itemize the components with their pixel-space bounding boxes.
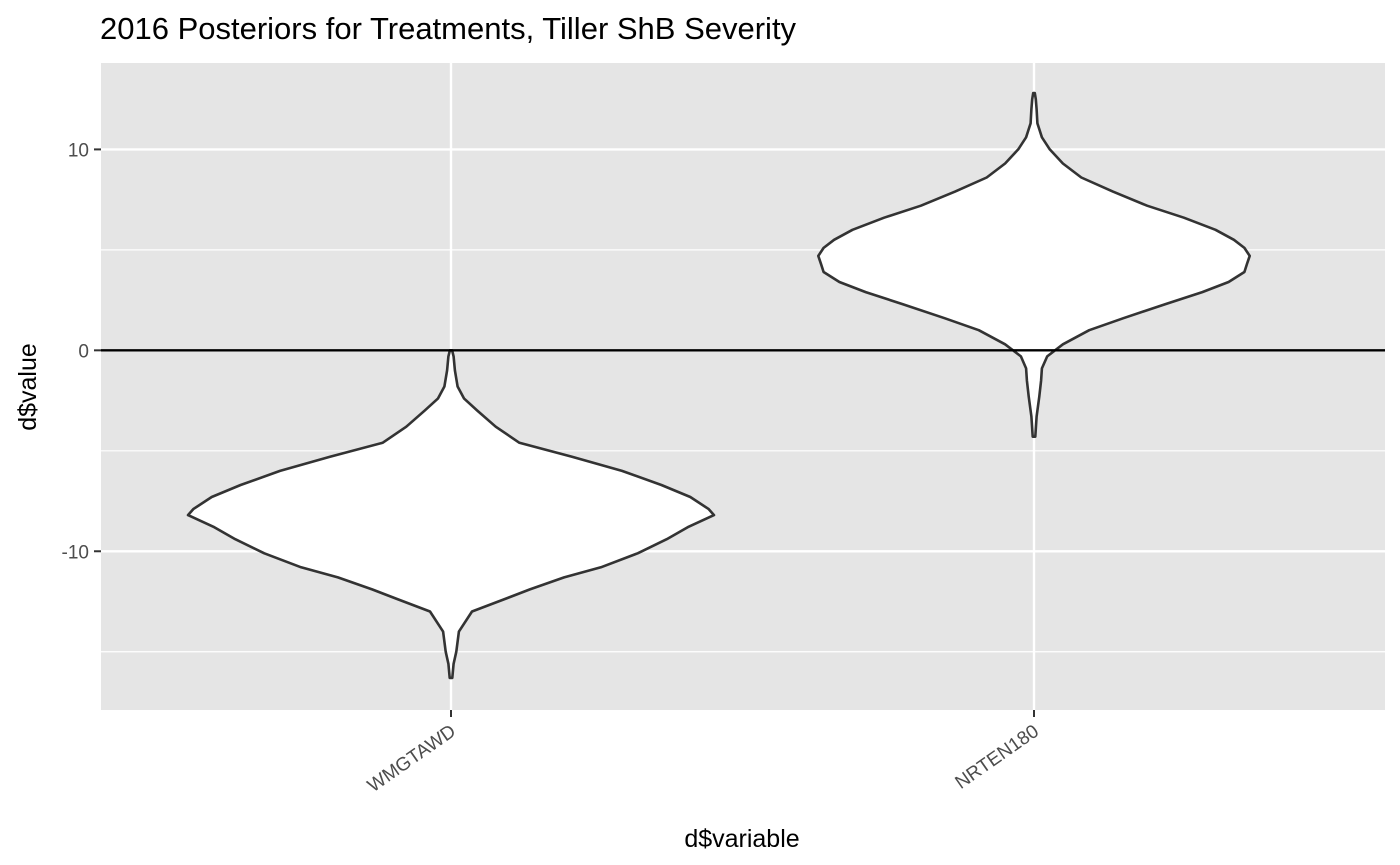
plot-panel [101, 63, 1385, 710]
y-tick-label: 10 [68, 140, 89, 161]
x-axis: WMGTAWD NRTEN180 [364, 710, 1043, 797]
x-tick-label: NRTEN180 [952, 721, 1043, 794]
x-axis-title: d$variable [684, 825, 799, 853]
y-tick-label: -10 [62, 542, 89, 563]
violin-nrten180 [817, 91, 1251, 438]
y-axis-title: d$value [14, 343, 42, 431]
chart-title: 2016 Posteriors for Treatments, Tiller S… [100, 11, 797, 46]
y-axis: -10 0 10 [62, 140, 101, 563]
x-tick-label: WMGTAWD [364, 721, 460, 797]
y-tick-label: 0 [78, 341, 89, 362]
